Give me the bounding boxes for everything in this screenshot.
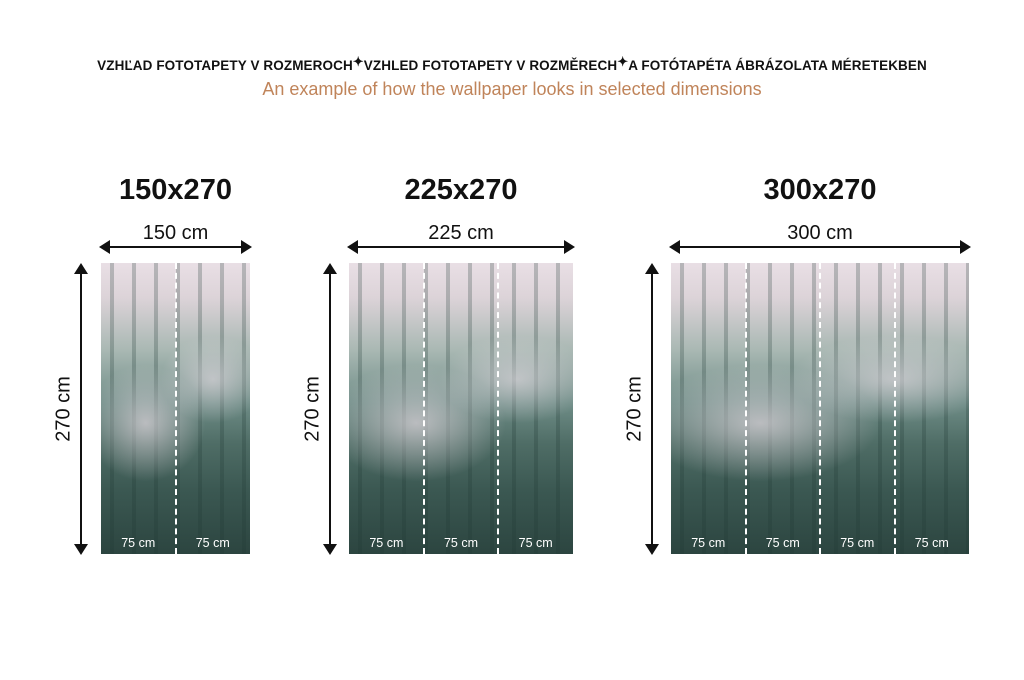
height-label: 270 cm xyxy=(52,376,75,442)
header-hu: A FOTÓTAPÉTA ÁBRÁZOLATA MÉRETEKBEN xyxy=(628,58,927,73)
sparkle-icon: ✦ xyxy=(352,54,364,69)
variant-title: 300x270 xyxy=(763,174,877,206)
panel-width-label: 75 cm xyxy=(195,536,230,550)
panel-width-label: 75 cm xyxy=(914,536,949,550)
header-sk: VZHĽAD FOTOTAPETY V ROZMEROCH xyxy=(97,58,353,73)
panel-width-label: 75 cm xyxy=(369,536,404,550)
subtitle: An example of how the wallpaper looks in… xyxy=(262,79,762,99)
panel-seam xyxy=(497,263,500,554)
width-arrow xyxy=(347,240,575,254)
header-languages: VZHĽAD FOTOTAPETY V ROZMEROCH✦VZHLED FOT… xyxy=(0,54,1024,74)
width-label: 150 cm xyxy=(142,222,209,244)
panel-seam xyxy=(893,263,896,554)
wallpaper-preview: 75 cm 75 cm xyxy=(101,263,250,554)
height-arrow xyxy=(645,263,659,555)
wallpaper-preview: 75 cm 75 cm 75 cm 75 cm xyxy=(671,263,969,554)
variant-title: 225x270 xyxy=(404,174,518,206)
variant-title: 150x270 xyxy=(119,174,232,206)
sparkle-icon: ✦ xyxy=(617,54,629,69)
width-arrow xyxy=(669,240,971,254)
panel-width-label: 75 cm xyxy=(765,536,800,550)
header-cz: VZHLED FOTOTAPETY V ROZMĚRECH xyxy=(363,58,618,73)
panel-width-label: 75 cm xyxy=(691,536,726,550)
panel-seam xyxy=(422,263,425,554)
width-label: 300 cm xyxy=(787,222,853,244)
panel-seam xyxy=(819,263,821,554)
panel-width-label: 75 cm xyxy=(840,536,875,550)
wallpaper-preview: 75 cm 75 cm 75 cm xyxy=(349,263,573,554)
height-arrow xyxy=(74,263,88,555)
panel-seam xyxy=(744,263,747,554)
height-label: 270 cm xyxy=(301,376,324,442)
width-label: 225 cm xyxy=(428,222,494,244)
panel-width-label: 75 cm xyxy=(518,536,553,550)
height-arrow xyxy=(323,263,337,555)
panel-seam xyxy=(174,263,177,554)
panel-width-label: 75 cm xyxy=(121,536,156,550)
panel-width-label: 75 cm xyxy=(443,536,479,550)
height-label: 270 cm xyxy=(623,376,646,442)
width-arrow xyxy=(99,240,252,254)
